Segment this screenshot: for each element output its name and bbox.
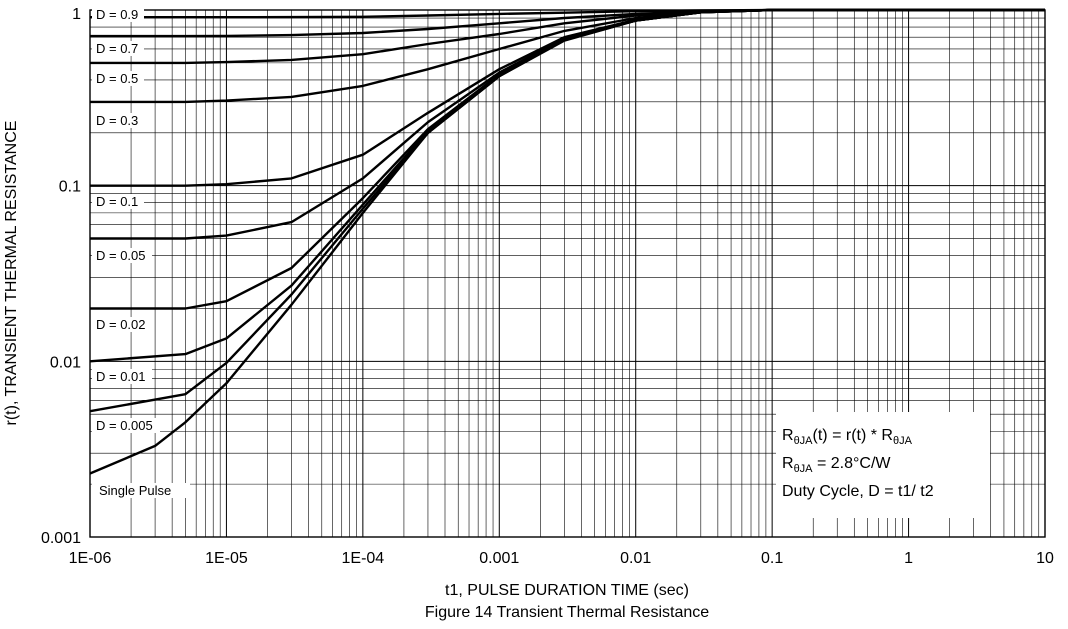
- curve-label-d07: D = 0.7: [96, 41, 138, 56]
- y-tick-label: 0.1: [59, 179, 81, 196]
- series-line-d-0-05: [90, 8, 1045, 240]
- series-line-single-pulse: [89, 8, 1045, 475]
- curve-label-d002: D = 0.02: [96, 317, 146, 332]
- y-axis-title: r(t), TRANSIENT THERMAL RESISTANCE: [3, 121, 20, 426]
- series-line-d-0-005: [89, 8, 1045, 413]
- x-tick-label: 1E-04: [342, 550, 385, 567]
- x-tick-labels: 1E-06 1E-05 1E-04 0.001 0.01 0.1 1 10: [69, 550, 1054, 567]
- plot-frame: [89, 9, 1046, 538]
- formula-annotation: RθJA(t) = r(t) * RθJA RθJA = 2.8°C/W Dut…: [776, 412, 990, 518]
- y-tick-label: 0.001: [41, 530, 81, 547]
- curve-label-d001: D = 0.01: [96, 369, 146, 384]
- curve-labels: D = 0.9 D = 0.7 D = 0.5 D = 0.3 D = 0.1 …: [92, 7, 190, 498]
- curve-label-d0005: D = 0.005: [96, 418, 153, 433]
- x-tick-label: 1E-05: [205, 550, 248, 567]
- x-tick-label: 1E-06: [69, 550, 112, 567]
- curve-label-d01: D = 0.1: [96, 194, 138, 209]
- x-tick-label: 0.001: [479, 550, 519, 567]
- series-line-d-0-02: [90, 8, 1045, 310]
- x-axis-title: t1, PULSE DURATION TIME (sec): [445, 582, 689, 599]
- curve-label-single-pulse: Single Pulse: [99, 483, 171, 498]
- x-tick-label: 0.1: [761, 550, 783, 567]
- curve-group: [89, 8, 1045, 475]
- y-tick-label: 1: [72, 6, 81, 23]
- curve-label-d09: D = 0.9: [96, 7, 138, 22]
- y-tick-label: 0.01: [50, 354, 81, 371]
- x-tick-label: 0.01: [620, 550, 651, 567]
- curve-label-d05: D = 0.5: [96, 71, 138, 86]
- figure-caption: Figure 14 Transient Thermal Resistance: [425, 604, 709, 621]
- curve-label-d005: D = 0.05: [96, 248, 146, 263]
- formula-line-2: RθJA = 2.8°C/W: [782, 455, 891, 475]
- x-tick-label: 1: [904, 550, 913, 567]
- y-tick-labels: 0.001 0.01 0.1 1: [41, 6, 81, 547]
- curve-label-d03: D = 0.3: [96, 113, 138, 128]
- duty-cycle-line: Duty Cycle, D = t1/ t2: [782, 483, 934, 500]
- x-tick-label: 10: [1036, 550, 1054, 567]
- formula-line-1: RθJA(t) = r(t) * RθJA: [782, 427, 913, 447]
